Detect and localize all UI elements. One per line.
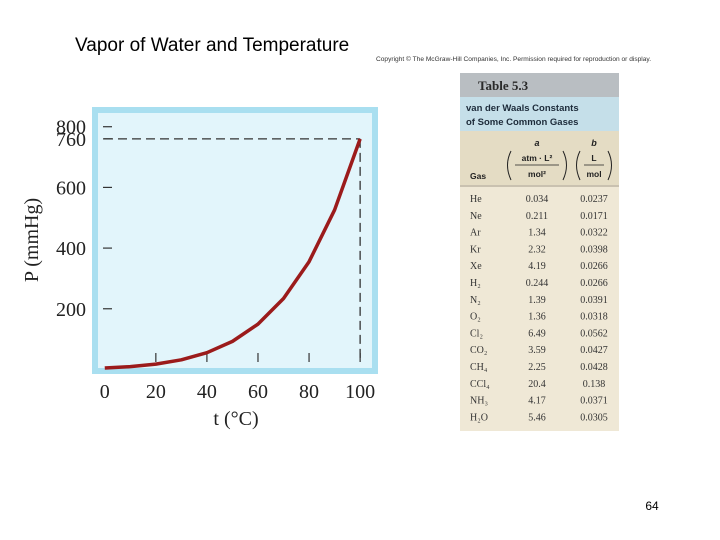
table-cell: 0.0266 [580, 278, 608, 289]
table-header-bg [460, 131, 619, 185]
table-cell: CH₄ [470, 362, 488, 373]
table-cell: O₂ [470, 312, 481, 323]
table-cell: He [470, 194, 482, 205]
table-cell: NH₃ [470, 396, 488, 407]
table-cell: H₂O [470, 412, 488, 423]
header-cell: Gas [470, 171, 486, 181]
table-cell: Xe [470, 261, 482, 272]
table-cell: N₂ [470, 295, 481, 306]
copyright: Copyright © The McGraw-Hill Companies, I… [376, 55, 651, 63]
slide-title: Vapor of Water and Temperature [75, 35, 349, 56]
table-cell: 0.0562 [580, 328, 608, 339]
y-tick-label: 200 [56, 299, 86, 321]
table: Table 5.3 van der Waals Constants of Som… [460, 73, 619, 431]
x-axis-label: t (°C) [213, 408, 258, 430]
table-cell: 0.0322 [580, 228, 608, 239]
table-cell: 0.0428 [580, 362, 608, 373]
plot-area [98, 113, 372, 368]
table-subtitle-bar [460, 97, 619, 131]
y-axis-label: P (mmHg) [21, 198, 43, 282]
y-tick-label: 600 [56, 177, 86, 199]
header-unit: L [591, 153, 596, 163]
table-cell: 0.0237 [580, 194, 608, 205]
table-cell: 0.0171 [580, 211, 608, 222]
table-cell: 1.36 [528, 312, 546, 323]
x-tick-label: 20 [146, 381, 166, 403]
table-cell: 0.0305 [580, 412, 608, 423]
table-cell: 1.34 [528, 228, 546, 239]
table-cell: 0.0266 [580, 261, 608, 272]
table-cell: 0.0371 [580, 396, 608, 407]
y-tick-label: 400 [56, 238, 86, 260]
table-cell: 0.244 [526, 278, 549, 289]
table-cell: 0.0318 [580, 312, 608, 323]
table-cell: 3.59 [528, 345, 546, 356]
x-tick-label: 80 [299, 381, 319, 403]
table-cell: Ar [470, 228, 481, 239]
table-cell: Ne [470, 211, 482, 222]
header-unit: mol [586, 169, 601, 179]
table-cell: 5.46 [528, 412, 546, 423]
table-cell: Cl₂ [470, 328, 483, 339]
table-cell: 0.211 [526, 211, 548, 222]
table-cell: 4.19 [528, 261, 546, 272]
y-tick-label: 800 [56, 117, 86, 139]
header-unit: atm · L² [522, 153, 553, 163]
page-number: 64 [645, 499, 659, 513]
x-tick-label: 100 [345, 381, 375, 403]
table-cell: 6.49 [528, 328, 546, 339]
table-cell: 4.17 [528, 396, 546, 407]
table-cell: 2.32 [528, 244, 546, 255]
header-cell: b [591, 138, 597, 148]
table-cell: 0.0398 [580, 244, 608, 255]
x-tick-label: 40 [197, 381, 217, 403]
header-unit: mol² [528, 169, 546, 179]
table-title-bar [460, 73, 619, 97]
table-cell: 0.0391 [580, 295, 608, 306]
table-cell: H₂ [470, 278, 481, 289]
table-cell: 0.0427 [580, 345, 608, 356]
header-cell: a [534, 138, 539, 148]
table-cell: Kr [470, 244, 481, 255]
table-cell: 2.25 [528, 362, 546, 373]
table-subtitle: van der Waals Constants [466, 103, 579, 114]
table-cell: 1.39 [528, 295, 546, 306]
x-tick-label: 60 [248, 381, 268, 403]
table-title: Table 5.3 [478, 78, 529, 93]
table-cell: CO₂ [470, 345, 487, 356]
y-tick-label: 760 [56, 129, 86, 151]
table-cell: 20.4 [528, 379, 546, 390]
table-cell: CCl₄ [470, 379, 490, 390]
table-cell: 0.138 [583, 379, 606, 390]
table-subtitle: of Some Common Gases [466, 117, 578, 128]
line-series [104, 138, 362, 370]
table-cell: 0.034 [526, 194, 549, 205]
paren [507, 150, 612, 181]
x-tick-label: 0 [100, 381, 110, 403]
